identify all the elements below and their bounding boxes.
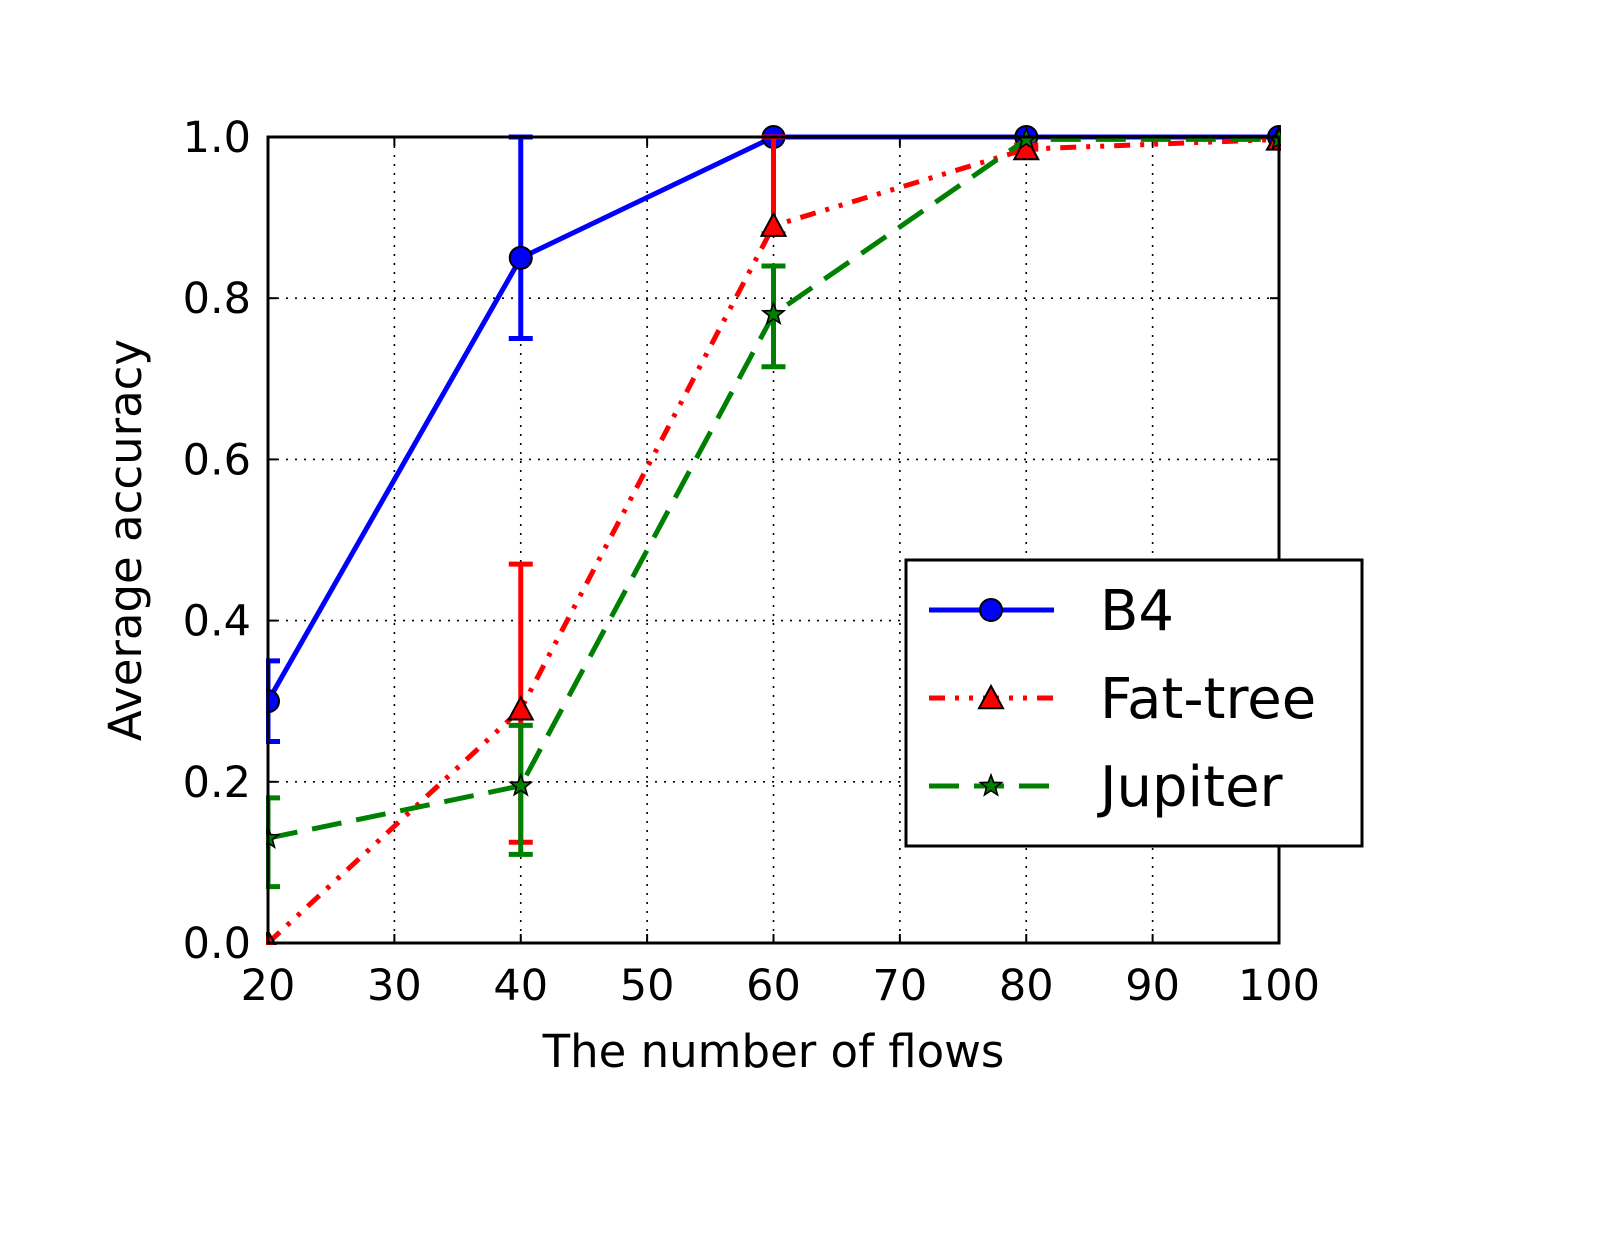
y-tick-label: 0.6: [183, 435, 251, 485]
y-tick-label: 0.2: [183, 758, 251, 808]
y-axis-label: Average accuracy: [99, 339, 152, 741]
x-tick-label: 60: [746, 961, 801, 1011]
legend-entry: Jupiter: [929, 755, 1284, 820]
y-tick-label: 1.0: [183, 113, 251, 163]
legend-label: B4: [1100, 579, 1174, 644]
legend: B4 Fat-tree Jupiter: [904, 558, 1364, 848]
series-line: [266, 136, 1280, 945]
x-tick-label: 20: [241, 961, 296, 1011]
x-tick-label: 30: [367, 961, 422, 1011]
x-tick-label: 80: [999, 961, 1054, 1011]
triangle-marker: [507, 695, 535, 721]
x-tick-label: 70: [873, 961, 928, 1011]
triangle-marker: [759, 211, 788, 237]
x-axis-label: The number of flows: [542, 1025, 1005, 1078]
star-marker: [978, 772, 1004, 797]
plot-frame: [266, 135, 1281, 945]
x-tick-label: 100: [1238, 961, 1320, 1011]
y-tick-label: 0.8: [183, 274, 251, 324]
y-axis-ticks: 0.0 0.2 0.4 0.6 0.8 1.0: [183, 113, 1279, 969]
star-marker: [760, 300, 787, 326]
legend-entry: B4: [929, 579, 1174, 644]
star-marker: [508, 772, 534, 797]
legend-entry: Fat-tree: [929, 667, 1316, 732]
x-tick-label: 40: [493, 961, 548, 1011]
triangle-marker: [977, 683, 1005, 710]
circle-marker: [979, 598, 1003, 622]
y-tick-label: 0.4: [183, 597, 251, 647]
circle-marker: [508, 245, 533, 270]
legend-label: Fat-tree: [1100, 667, 1316, 732]
x-tick-label: 90: [1125, 961, 1180, 1011]
y-tick-label: 0.0: [183, 919, 251, 969]
x-axis-ticks: 20 30 40 50 60 70 80 90 100: [241, 137, 1320, 1011]
legend-label: Jupiter: [1097, 755, 1284, 820]
x-tick-label: 50: [620, 961, 675, 1011]
